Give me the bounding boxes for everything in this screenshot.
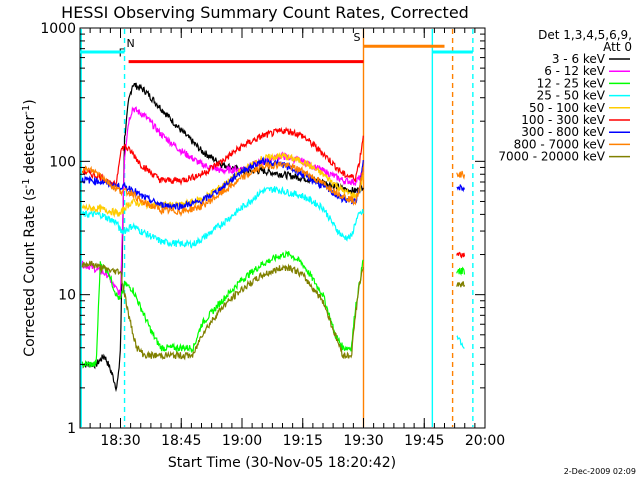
series-line-post-gap xyxy=(456,184,466,193)
series-line xyxy=(81,151,364,218)
y-tick-label: 10 xyxy=(58,288,76,304)
series-line-post-gap xyxy=(456,251,466,259)
series-group xyxy=(81,82,466,393)
x-tick-label: 18:30 xyxy=(100,433,140,449)
series-line xyxy=(81,126,364,188)
series-line xyxy=(81,186,364,249)
legend-entry-label: 100 - 300 keV xyxy=(521,113,605,127)
y-axis-label-main: Corrected Count Rate (s xyxy=(22,188,38,356)
x-axis-ticks: 18:30 18:45 19:00 19:15 19:30 19:45 20:00 xyxy=(79,28,505,449)
x-tick-label: 19:30 xyxy=(343,433,383,449)
y-tick-label: 1000 xyxy=(40,21,76,37)
x-tick-label: 20:00 xyxy=(465,433,505,449)
series-line xyxy=(81,160,364,217)
series-line xyxy=(81,260,364,361)
y-axis-ticks: 1 10 100 1000 xyxy=(40,21,485,437)
legend-entry-label: 50 - 100 keV xyxy=(529,101,606,115)
y-axis-label-end: ) xyxy=(22,99,38,104)
y-tick-label: 100 xyxy=(49,154,76,170)
series-line xyxy=(81,82,364,393)
state-bar-label: S xyxy=(354,31,361,44)
legend-entry-label: 3 - 6 keV xyxy=(552,52,606,66)
series-line xyxy=(81,250,364,369)
x-tick-label: 18:45 xyxy=(161,433,201,449)
state-bar-label: N xyxy=(127,37,135,50)
series-line-post-gap xyxy=(456,335,465,349)
y-axis-label-tail: detector xyxy=(22,115,38,179)
series-line xyxy=(81,156,364,211)
footer-date: 2-Dec-2009 02:09 xyxy=(564,467,636,476)
y-axis-label-exp2: -1 xyxy=(21,105,32,115)
instrument-state-lines xyxy=(80,29,474,427)
legend-header-line1: Det 1,3,4,5,6,9, xyxy=(538,28,632,42)
series-line xyxy=(81,106,364,298)
legend-entry-label: 25 - 50 keV xyxy=(537,89,606,103)
y-axis-label-exp1: -1 xyxy=(21,178,32,188)
y-axis-label: Corrected Count Rate (s-1 detector-1) xyxy=(21,99,39,356)
instrument-state-bars: FNS xyxy=(80,31,473,64)
legend-entry-label: 800 - 7000 keV xyxy=(514,137,606,151)
legend-entry-label: 300 - 800 keV xyxy=(521,125,605,139)
legend-entry-label: 6 - 12 keV xyxy=(544,64,606,78)
x-tick-label: 19:45 xyxy=(404,433,444,449)
legend-entry-label: 7000 - 20000 keV xyxy=(498,150,605,164)
x-axis-label: Start Time (30-Nov-05 18:20:42) xyxy=(168,455,396,471)
series-line-post-gap xyxy=(456,170,466,180)
legend-header-line2: Att 0 xyxy=(603,40,632,54)
series-line-post-gap xyxy=(456,266,466,277)
x-tick-label: 19:15 xyxy=(283,433,323,449)
series-line-post-gap xyxy=(456,281,466,288)
x-tick-label: 19:00 xyxy=(222,433,262,449)
legend-entry-label: 12 - 25 keV xyxy=(537,76,606,90)
y-tick-label: 1 xyxy=(67,421,76,437)
chart-title: HESSI Observing Summary Count Rates, Cor… xyxy=(61,3,469,22)
